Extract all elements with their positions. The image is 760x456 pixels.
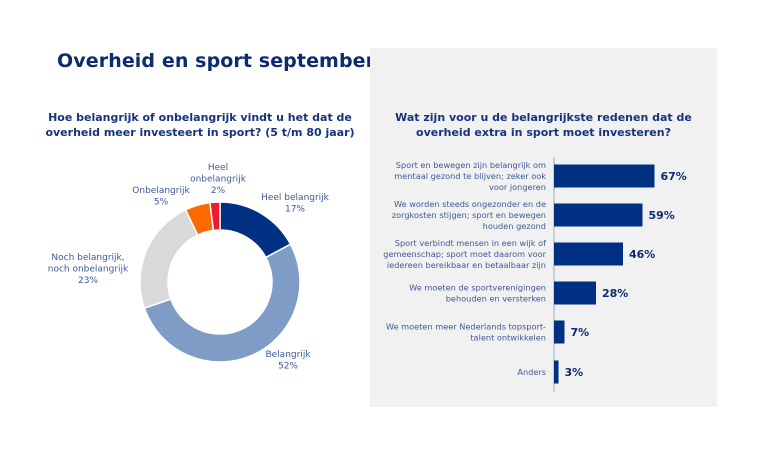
donut-slice-noch-belangrijk-noch-onbelangrijk [139,208,199,310]
donut-slice-name: Heel belangrijk [261,193,330,203]
donut-slice-name: noch onbelangrijk [48,265,129,275]
donut-slice-value: 23% [78,276,98,286]
donut-slice-belangrijk [143,243,301,363]
donut-slice-label: Onbelangrijk 5% [132,186,190,208]
donut-slice-onbelangrijk [184,201,215,237]
donut-slice-name: Heel [208,163,228,173]
donut-slice-name: Belangrijk [265,350,311,360]
donut-slice-label: Belangrijk 52% [265,350,311,372]
donut-slice-name: onbelangrijk [190,175,247,185]
donut-slice-name: Onbelangrijk [132,186,190,196]
bar-chart-title: Wat zijn voor u de belangrijkste redenen… [395,111,692,139]
page-title: Overheid en sport september 2023 [57,50,436,72]
donut-slice-heel-belangrijk [219,201,292,259]
donut-slice-heel-onbelangrijk [209,201,221,232]
donut-slice-name: Noch belangrijk, [51,253,124,263]
bar-chart-panel [370,48,717,407]
donut-slice-value: 5% [154,198,169,208]
donut-slice-value: 2% [211,186,226,196]
donut-slice-value: 52% [278,362,298,372]
donut-chart-title: Hoe belangrijk of onbelangrijk vindt u h… [45,111,355,139]
donut-slice-label: Heel belangrijk 17% [261,193,330,215]
donut-slice-value: 17% [285,205,305,215]
